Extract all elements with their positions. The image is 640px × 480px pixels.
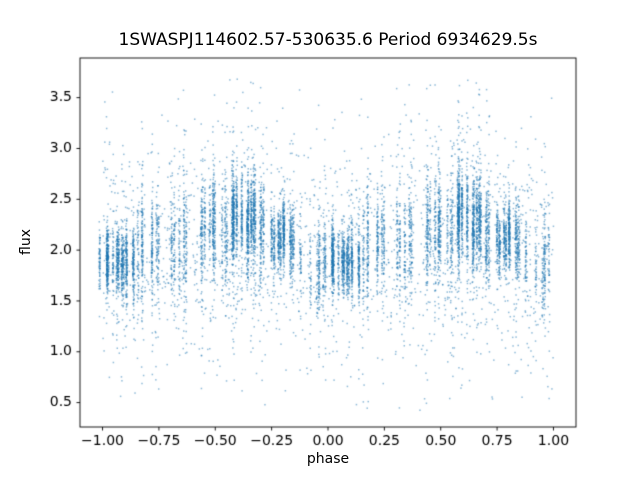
chart-title: 1SWASPJ114602.57-530635.6 Period 6934629… <box>118 30 538 50</box>
x-axis-label: phase <box>306 451 350 467</box>
y-axis-label: flux <box>18 229 34 255</box>
